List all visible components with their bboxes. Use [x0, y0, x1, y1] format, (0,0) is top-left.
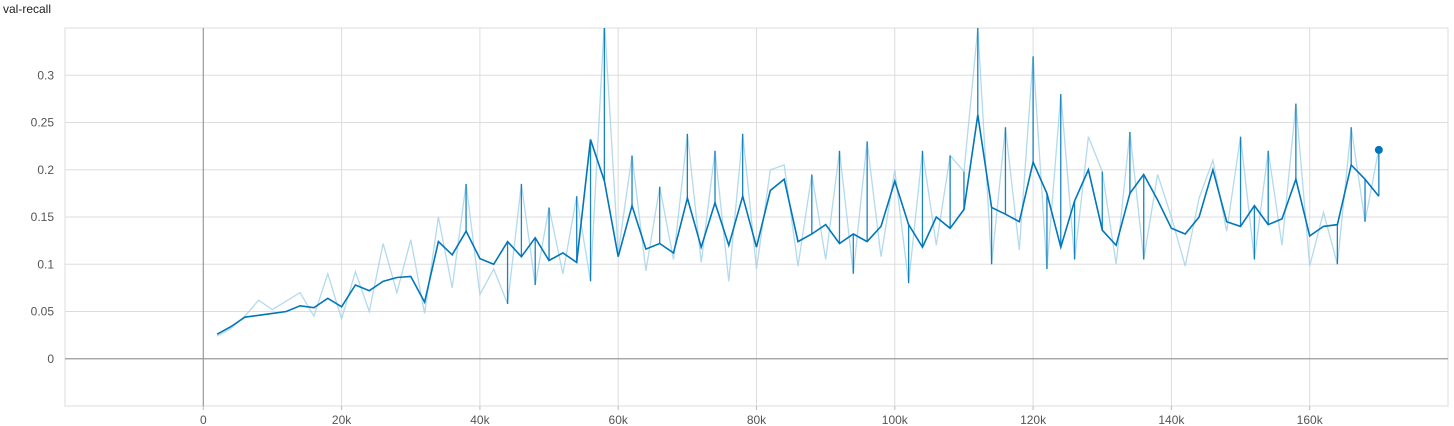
x-tick-label: 20k [332, 413, 352, 426]
x-tick-label: 0 [200, 413, 207, 426]
chart-title: val-recall [3, 2, 52, 16]
endpoint-marker-group [1374, 145, 1383, 154]
x-tick-label: 40k [470, 413, 490, 426]
endpoint-marker [1374, 145, 1383, 154]
y-tick-label: 0.1 [37, 257, 54, 271]
x-axis-ticks: 0 20k 40k 60k 80k 100k 120k 140k 160k [200, 406, 1324, 426]
raw-series-line [216, 28, 1380, 337]
y-tick-label: 0.05 [31, 305, 55, 319]
x-tick-label: 160k [1297, 413, 1324, 426]
smoothed-series-line [216, 114, 1380, 335]
x-tick-label: 140k [1158, 413, 1185, 426]
y-tick-label: 0.2 [37, 163, 54, 177]
series-spikes [465, 28, 1380, 304]
axes [65, 28, 1448, 406]
raw-series [216, 28, 1380, 337]
x-tick-label: 80k [747, 413, 767, 426]
x-tick-label: 100k [882, 413, 909, 426]
y-axis-ticks: 0 0.05 0.1 0.15 0.2 0.25 0.3 [31, 68, 55, 366]
y-tick-label: 0 [47, 352, 54, 366]
y-tick-label: 0.15 [31, 210, 55, 224]
x-tick-label: 60k [609, 413, 629, 426]
y-tick-label: 0.3 [37, 68, 54, 82]
y-tick-label: 0.25 [31, 116, 55, 130]
smoothed-series [216, 114, 1380, 335]
x-tick-label: 120k [1020, 413, 1047, 426]
